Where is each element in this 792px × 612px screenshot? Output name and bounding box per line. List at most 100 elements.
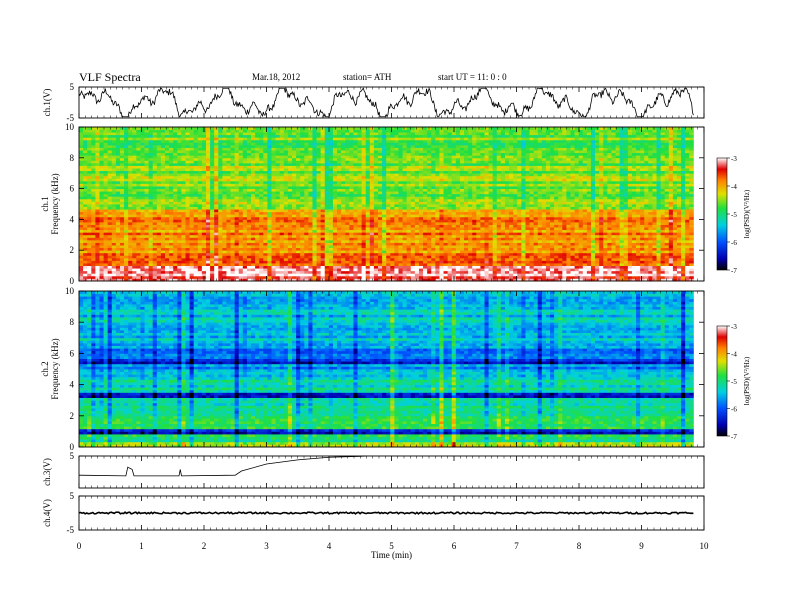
spec-cell <box>279 273 285 277</box>
spec-cell <box>185 214 190 218</box>
spec-cell <box>267 247 272 251</box>
spec-cell <box>291 250 297 254</box>
spec-cell <box>304 275 309 279</box>
spec-cell <box>128 245 133 249</box>
spec-cell <box>640 245 645 249</box>
spec-cell <box>398 245 403 249</box>
spec-cell <box>480 201 485 205</box>
spec-cell <box>357 273 363 277</box>
spec-cell <box>144 275 150 279</box>
spec-cell <box>500 206 506 210</box>
spec-cell <box>599 252 604 256</box>
spec-cell <box>562 250 567 254</box>
spec-cell <box>369 239 375 243</box>
spec-cell <box>611 234 616 238</box>
spec-cell <box>496 206 502 210</box>
spec-cell <box>672 255 678 259</box>
spec-cell <box>103 265 109 269</box>
spec-cell <box>423 219 428 223</box>
spec-cell <box>246 265 252 269</box>
spec-cell <box>349 204 354 207</box>
spec-cell <box>205 239 211 243</box>
spec-cell <box>472 270 477 274</box>
spec-cell <box>611 247 616 251</box>
spec-cell <box>136 247 141 251</box>
spec-cell <box>390 216 395 220</box>
spec-cell <box>111 257 117 261</box>
spec-cell <box>619 239 625 243</box>
spec-cell <box>480 242 485 246</box>
spec-cell <box>664 242 670 246</box>
spec-cell <box>431 239 436 243</box>
spec-cell <box>672 275 678 279</box>
spec-cell <box>361 247 367 251</box>
spec-cell <box>341 260 346 264</box>
spec-cell <box>189 265 195 269</box>
spec-cell <box>382 237 387 241</box>
spec-cell <box>255 224 260 228</box>
spec-cell <box>631 255 637 259</box>
spec-cell <box>185 252 190 256</box>
spec-cell <box>308 234 313 238</box>
spec-cell <box>394 232 399 236</box>
spec-cell <box>320 206 326 210</box>
spec-cell <box>349 250 354 254</box>
spec-cell <box>357 242 363 246</box>
spec-cell <box>685 247 690 251</box>
spec-cell <box>218 201 223 205</box>
spec-cell <box>144 224 150 228</box>
spec-cell <box>451 252 457 256</box>
spec-cell <box>144 237 150 241</box>
spec-cell <box>558 219 563 223</box>
spec-cell <box>472 265 477 269</box>
spec-cell <box>103 268 109 272</box>
spec-cell <box>132 250 137 254</box>
spec-cell <box>218 270 223 274</box>
spec-cell <box>464 275 469 279</box>
spec-cell <box>615 239 621 243</box>
spec-cell <box>173 270 178 274</box>
spec-cell <box>464 250 469 254</box>
spec-cell <box>439 221 444 225</box>
spec-cell <box>271 265 276 269</box>
spec-cell <box>353 275 358 279</box>
spec-cell <box>459 211 465 215</box>
spec-cell <box>99 263 104 266</box>
spec-cell <box>468 198 473 202</box>
spec-cell <box>435 273 440 277</box>
spec-cell <box>271 250 276 254</box>
spec-cell <box>509 198 514 202</box>
spec-cell <box>328 201 334 205</box>
spec-cell <box>513 270 518 274</box>
spec-cell <box>361 270 367 274</box>
spec-cell <box>607 250 612 254</box>
spec-cell <box>177 242 182 246</box>
spec-cell <box>316 227 322 231</box>
spec-cell <box>378 250 383 254</box>
spec-cell <box>353 268 358 272</box>
spec-cell <box>210 237 215 241</box>
spec-cell <box>365 209 371 213</box>
spec-cell <box>672 237 678 241</box>
spec-cell <box>644 273 649 277</box>
spec-cell <box>316 247 322 251</box>
spec-cell <box>631 263 637 266</box>
spec-cell <box>529 250 535 254</box>
spec-cell <box>492 252 498 256</box>
spec-cell <box>590 252 596 256</box>
spec-cell <box>623 260 629 264</box>
spec-cell <box>582 263 588 266</box>
spec-cell <box>447 263 453 266</box>
spec-cell <box>418 260 424 264</box>
spec-cell <box>287 198 293 202</box>
spec-cell <box>443 247 449 251</box>
spec-cell <box>627 232 633 236</box>
spec-cell <box>136 198 141 202</box>
spec-cell <box>550 242 555 246</box>
spec-cell <box>308 237 313 241</box>
spec-cell <box>455 247 461 251</box>
spec-cell <box>427 247 432 251</box>
spec-cell <box>234 275 240 279</box>
spec-cell <box>521 224 526 228</box>
spec-cell <box>238 206 244 210</box>
